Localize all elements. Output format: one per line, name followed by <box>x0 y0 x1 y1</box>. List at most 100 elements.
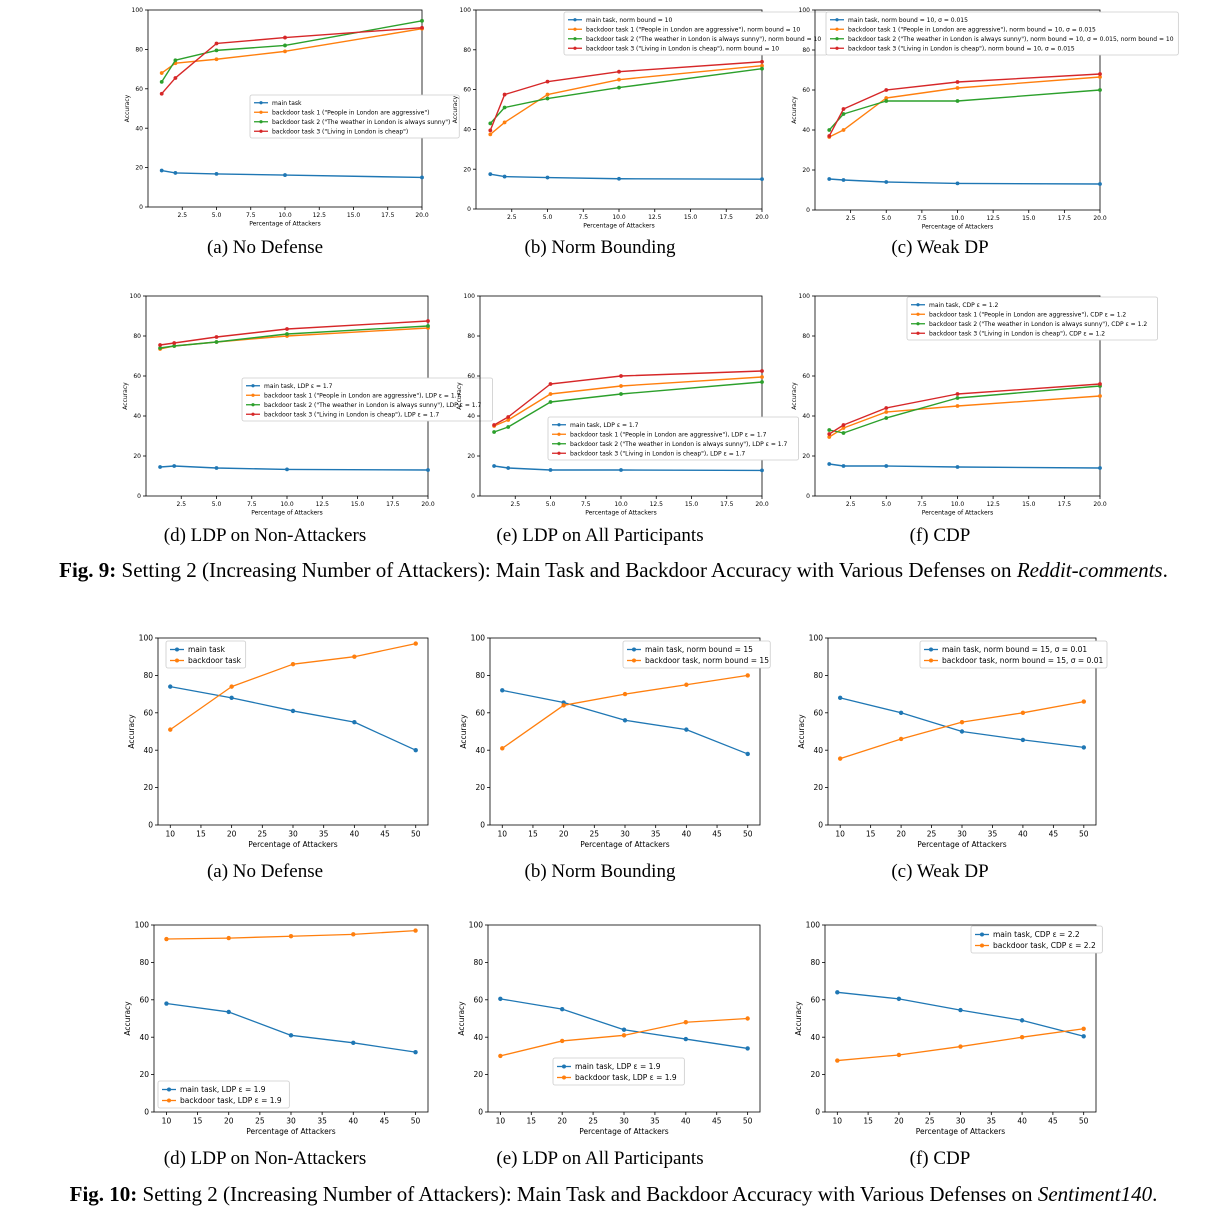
legend-marker <box>835 27 839 31</box>
data-point <box>159 91 164 96</box>
legend-marker <box>557 432 561 436</box>
x-tick-label: 30 <box>956 1117 966 1126</box>
figure-10-caption: Fig. 10: Setting 2 (Increasing Number of… <box>0 1182 1227 1207</box>
x-tick-label: 20.0 <box>415 212 429 219</box>
x-tick-label: 10.0 <box>280 501 294 508</box>
y-tick-label: 40 <box>813 746 823 755</box>
y-tick-label: 0 <box>806 493 810 500</box>
x-axis-label: Percentage of Attackers <box>916 1127 1006 1136</box>
data-point <box>619 468 623 472</box>
y-tick-label: 40 <box>467 413 475 420</box>
data-point <box>502 120 507 125</box>
legend-label: backdoor task 1 ("People in London are a… <box>264 392 461 399</box>
data-point <box>760 380 764 384</box>
x-tick-label: 12.5 <box>650 501 664 508</box>
y-tick-label: 80 <box>802 47 810 54</box>
subfigure-caption: (c) Weak DP <box>891 861 989 882</box>
data-point <box>488 172 493 177</box>
data-point <box>420 25 424 30</box>
data-point <box>621 1033 627 1038</box>
legend-marker <box>929 658 933 663</box>
series-line <box>828 76 1101 138</box>
legend: main task, norm bound = 15, σ = 0.01 back… <box>919 640 1108 669</box>
legend: main task backdoor task <box>165 640 247 669</box>
chart-svg: 0 20 40 60 80 100 2.5 5.0 7.5 10.0 12.5 15.0 17.5 20.… <box>124 7 460 228</box>
data-point <box>841 178 846 182</box>
data-point <box>290 661 296 667</box>
legend-label: main task, LDP ε = 1.7 <box>264 383 333 390</box>
x-axis-label: Percentage of Attackers <box>579 1127 669 1136</box>
x-tick-label: 20.0 <box>755 501 769 508</box>
data-point <box>955 181 960 186</box>
y-tick-label: 80 <box>475 671 485 680</box>
data-point <box>959 719 965 725</box>
x-tick-label: 45 <box>1048 1117 1058 1126</box>
data-point <box>500 688 505 693</box>
data-point <box>545 79 550 84</box>
data-point <box>884 180 889 184</box>
data-point <box>841 431 846 435</box>
series-line <box>159 327 429 350</box>
data-point <box>506 415 511 419</box>
series-line <box>829 178 1101 185</box>
data-point <box>884 99 889 103</box>
data-point <box>498 996 503 1002</box>
legend: main task, LDP ε = 1.9 backdoor task, LDP… <box>552 1057 685 1086</box>
data-point <box>841 464 846 468</box>
data-point <box>426 468 430 472</box>
data-point <box>837 756 843 761</box>
data-point <box>559 1006 565 1012</box>
legend-label: main task, LDP ε = 1.9 <box>575 1062 661 1071</box>
data-point <box>1081 1034 1086 1039</box>
legend: main task, norm bound = 10 backdoor task … <box>563 11 828 56</box>
legend-marker <box>632 658 636 663</box>
y-tick-label: 40 <box>473 1033 483 1042</box>
legend-label: backdoor task 1 ("People in London are a… <box>929 311 1126 318</box>
x-tick-label: 40 <box>681 1117 691 1126</box>
y-tick-label: 80 <box>467 333 475 340</box>
data-point <box>506 418 511 422</box>
x-tick-label: 10.0 <box>614 501 628 508</box>
figure-9-caption-end: . <box>1162 558 1168 582</box>
data-point <box>841 426 846 430</box>
legend-label: main task, norm bound = 10, σ = 0.015 <box>848 17 968 24</box>
data-point <box>498 1053 503 1059</box>
legend-marker <box>251 393 255 397</box>
y-tick-label: 0 <box>144 1108 149 1117</box>
legend-label: backdoor task 2 ("The weather in London … <box>264 402 481 409</box>
legend-label: backdoor task 3 ("Living in London is ch… <box>570 450 745 457</box>
y-tick-label: 100 <box>460 7 472 14</box>
data-point <box>837 695 843 701</box>
figure-9-dataset: Reddit-comments <box>1016 558 1163 582</box>
figure-10-caption-text: Setting 2 (Increasing Number of Attacker… <box>142 1182 1033 1206</box>
chart-svg: 0 20 40 60 80 100 10 15 20 25 30 35 40 45 50 Percentage… <box>794 921 1103 1136</box>
data-point <box>172 341 177 345</box>
x-tick-label: 10 <box>835 830 845 839</box>
chart-fig9e: 0 20 40 60 80 100 2.5 5.0 7.5 10.0 12.5 15.0 17.5 20.… <box>430 290 800 551</box>
legend-box <box>906 296 1159 341</box>
legend-box <box>919 640 1108 669</box>
y-tick-label: 60 <box>475 708 485 717</box>
legend-marker <box>573 18 577 22</box>
data-point <box>683 1036 689 1042</box>
legend-marker <box>259 101 263 105</box>
x-tick-label: 25 <box>255 1117 265 1126</box>
legend-marker <box>573 37 577 41</box>
data-point <box>745 1046 750 1051</box>
x-tick-label: 15.0 <box>1022 215 1036 222</box>
x-tick-label: 20.0 <box>1093 501 1107 508</box>
data-point <box>955 396 960 400</box>
legend: main task, CDP ε = 2.2 backdoor task, CDP… <box>970 925 1103 954</box>
plot-frame <box>479 295 763 497</box>
legend-marker <box>259 120 263 124</box>
x-tick-label: 25 <box>588 1117 598 1126</box>
data-point <box>561 703 566 708</box>
x-tick-label: 10.0 <box>951 501 965 508</box>
data-point <box>827 128 832 132</box>
data-point <box>492 423 496 427</box>
data-point <box>1098 182 1102 186</box>
legend-marker <box>562 1075 566 1080</box>
chart-fig9f: 0 20 40 60 80 100 2.5 5.0 7.5 10.0 12.5 15.0 17.5 20.… <box>770 290 1159 551</box>
x-tick-label: 7.5 <box>581 501 591 508</box>
legend-marker <box>916 331 920 335</box>
